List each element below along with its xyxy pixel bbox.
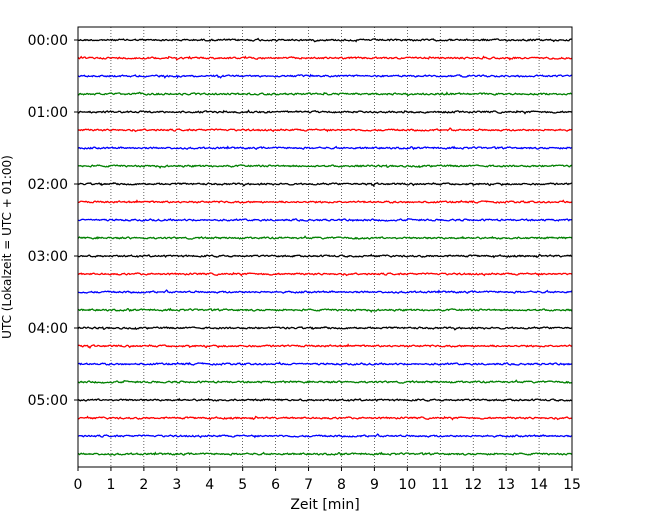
y-tick-label: 03:00 (28, 249, 68, 265)
x-tick-label: 12 (464, 477, 482, 493)
x-tick-label: 5 (238, 477, 247, 493)
y-tick-label: 01:00 (28, 105, 68, 121)
trace-0415 (77, 343, 573, 349)
trace-group (77, 37, 573, 457)
x-tick-label: 7 (304, 477, 313, 493)
y-tick-label: 02:00 (28, 177, 68, 193)
trace-0115 (77, 127, 573, 133)
trace-0330 (77, 289, 573, 294)
x-axis: 0 1 2 3 4 5 6 7 8 9 10 11 12 13 14 15 (74, 467, 581, 493)
y-tick-label: 05:00 (28, 393, 68, 409)
x-tick-label: 11 (431, 477, 449, 493)
x-tick-label: 9 (370, 477, 379, 493)
trace-0000 (77, 37, 573, 43)
trace-0400 (77, 325, 573, 331)
x-tick-label: 0 (74, 477, 83, 493)
x-tick-label: 3 (172, 477, 181, 493)
x-axis-label: Zeit [min] (290, 497, 359, 513)
trace-0230 (77, 217, 573, 222)
trace-0315 (77, 271, 573, 277)
grid-lines (110, 27, 540, 467)
trace-0530 (77, 433, 573, 439)
trace-0300 (77, 253, 573, 259)
trace-0445 (77, 379, 573, 384)
trace-0245 (77, 235, 573, 240)
trace-0500 (77, 397, 573, 402)
trace-0045 (77, 91, 573, 97)
x-tick-label: 2 (139, 477, 148, 493)
trace-0145 (77, 164, 573, 169)
x-tick-label: 14 (530, 477, 548, 493)
trace-0130 (77, 145, 573, 151)
trace-0515 (77, 415, 573, 421)
trace-0215 (77, 199, 573, 204)
trace-0100 (77, 109, 573, 115)
x-tick-label: 8 (337, 477, 346, 493)
x-tick-label: 1 (106, 477, 115, 493)
trace-0545 (77, 451, 573, 457)
trace-0015 (77, 55, 573, 61)
x-tick-label: 13 (497, 477, 515, 493)
plot-area (78, 27, 572, 467)
trace-0030 (77, 73, 573, 79)
y-tick-label: 04:00 (28, 321, 68, 337)
y-axis: 00:00 01:00 02:00 03:00 04:00 05:00 (28, 33, 78, 409)
x-tick-label: 15 (563, 477, 581, 493)
trace-0345 (77, 307, 573, 313)
x-tick-label: 6 (271, 477, 280, 493)
trace-0200 (77, 181, 573, 187)
y-axis-label: UTC (Lokalzeit = UTC + 01:00) (0, 155, 14, 339)
plot-frame (77, 26, 573, 468)
x-tick-label: 4 (205, 477, 214, 493)
x-tick-label: 10 (398, 477, 416, 493)
trace-0430 (77, 361, 573, 366)
y-tick-label: 00:00 (28, 33, 68, 49)
